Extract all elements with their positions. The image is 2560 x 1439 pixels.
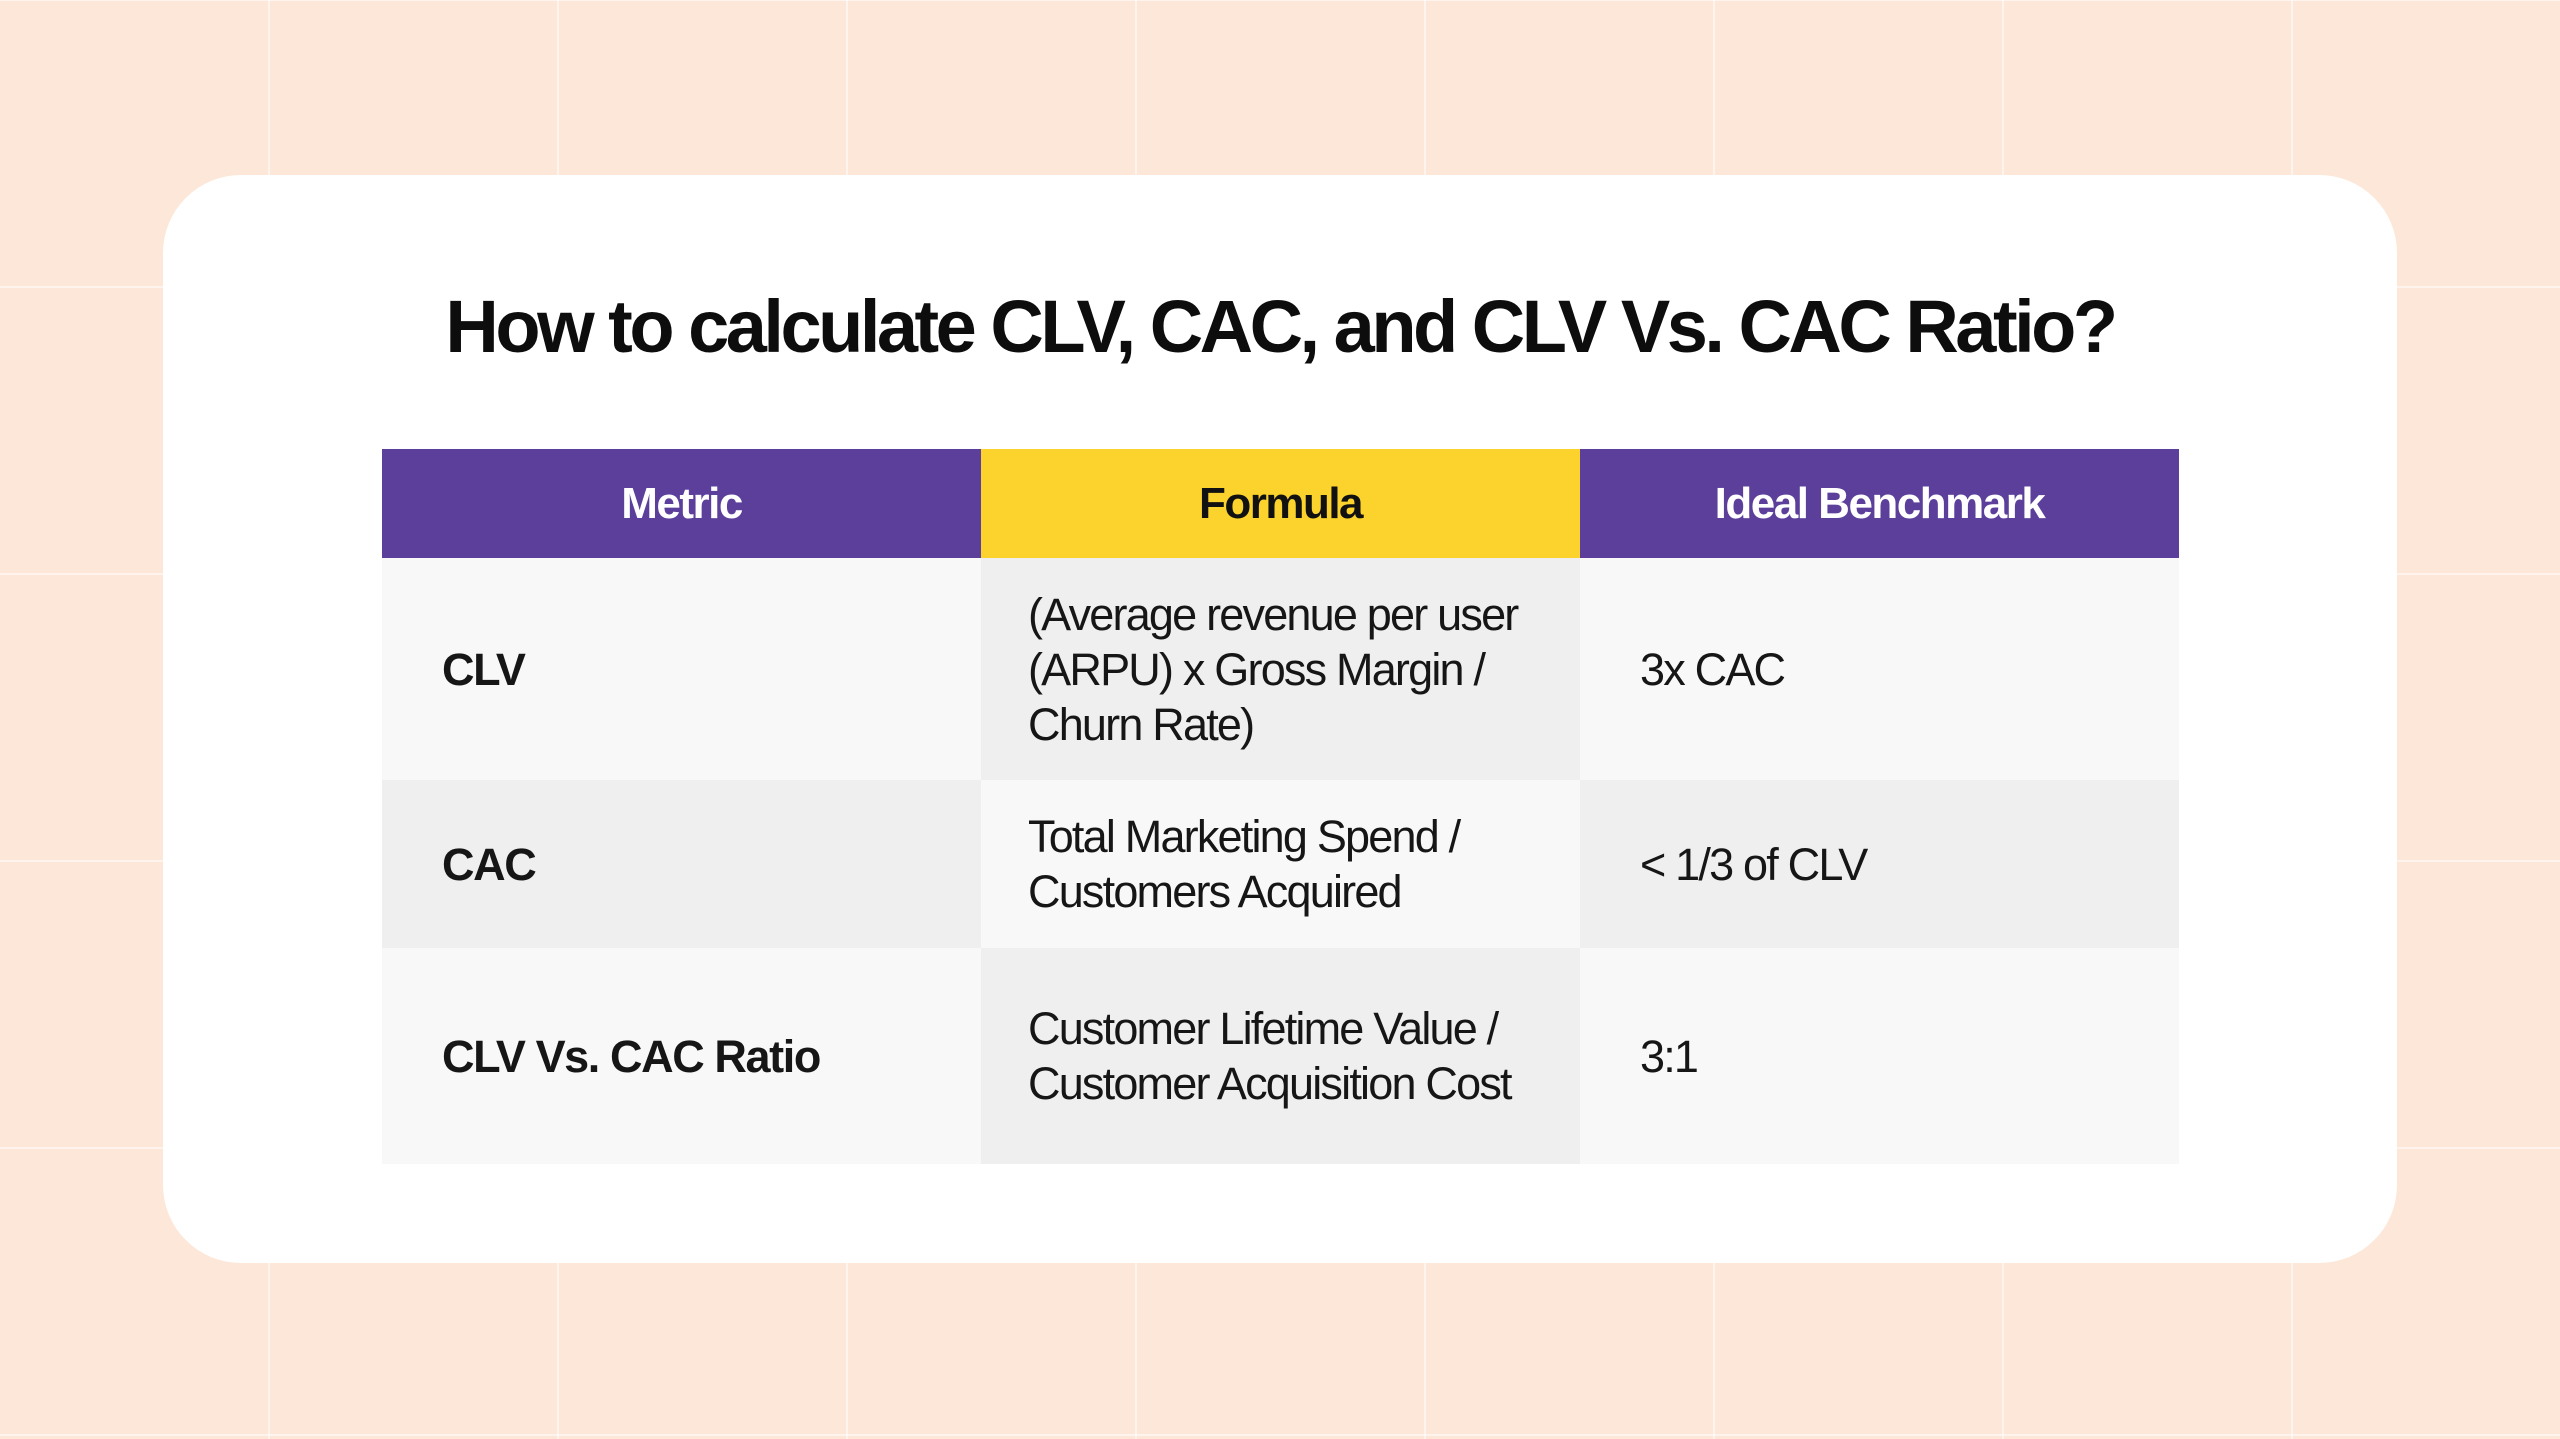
benchmark-cell: 3:1 — [1580, 948, 2179, 1164]
metric-cell: CLV — [382, 558, 981, 780]
table-row: CAC Total Marketing Spend / Customers Ac… — [382, 780, 2179, 948]
formula-cell: (Average revenue per user (ARPU) x Gross… — [981, 558, 1580, 780]
table-row: CLV Vs. CAC Ratio Customer Lifetime Valu… — [382, 948, 2179, 1164]
formula-cell: Total Marketing Spend / Customers Acquir… — [981, 780, 1580, 948]
metric-cell: CLV Vs. CAC Ratio — [382, 948, 981, 1164]
table-row: CLV (Average revenue per user (ARPU) x G… — [382, 558, 2179, 780]
page-title: How to calculate CLV, CAC, and CLV Vs. C… — [445, 285, 2118, 368]
formula-cell: Customer Lifetime Value / Customer Acqui… — [981, 948, 1580, 1164]
header-formula: Formula — [981, 449, 1580, 558]
metrics-table: Metric Formula Ideal Benchmark CLV (Aver… — [382, 449, 2179, 1164]
header-ideal-benchmark: Ideal Benchmark — [1580, 449, 2179, 558]
header-metric: Metric — [382, 449, 981, 558]
benchmark-cell: 3x CAC — [1580, 558, 2179, 780]
metric-cell: CAC — [382, 780, 981, 948]
benchmark-cell: < 1/3 of CLV — [1580, 780, 2179, 948]
table-header-row: Metric Formula Ideal Benchmark — [382, 449, 2179, 558]
